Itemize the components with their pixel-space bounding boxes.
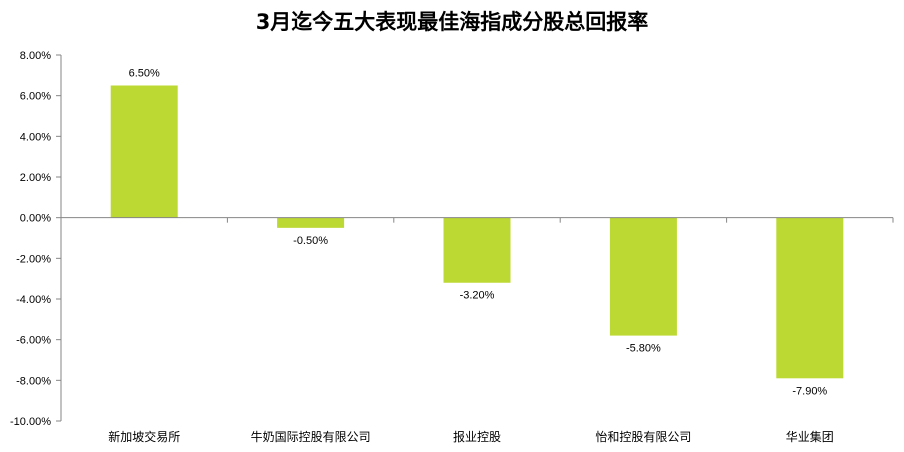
y-tick-label: -8.00% — [16, 375, 51, 387]
x-tick-label: 新加坡交易所 — [108, 429, 180, 444]
y-tick-label: -10.00% — [10, 416, 51, 428]
x-tick-label: 牛奶国际控股有限公司 — [251, 429, 371, 444]
data-label: -5.80% — [626, 343, 661, 355]
data-label: 6.50% — [129, 68, 160, 80]
y-tick-label: 6.00% — [20, 91, 51, 103]
data-label: -3.20% — [460, 290, 495, 302]
y-tick-label: -2.00% — [16, 253, 51, 265]
y-tick-label: 8.00% — [20, 50, 51, 62]
data-label: -0.50% — [293, 235, 328, 247]
x-tick-label: 报业控股 — [453, 429, 501, 444]
bar[interactable] — [277, 217, 345, 228]
bar[interactable] — [776, 217, 844, 379]
chart-title: 3月迄今五大表现最佳海指成分股总回报率 — [255, 10, 649, 34]
y-tick-label: 0.00% — [20, 213, 51, 225]
x-tick-label: 怡和控股有限公司 — [595, 430, 691, 444]
x-tick-label: 华业集团 — [786, 429, 834, 444]
bar[interactable] — [443, 217, 511, 283]
y-tick-label: -4.00% — [16, 294, 51, 306]
y-tick-label: -6.00% — [16, 335, 51, 347]
y-tick-label: 2.00% — [20, 172, 51, 184]
data-label: -7.90% — [792, 385, 827, 397]
bar[interactable] — [609, 217, 677, 336]
y-tick-label: 4.00% — [20, 131, 51, 143]
bar[interactable] — [110, 85, 178, 218]
